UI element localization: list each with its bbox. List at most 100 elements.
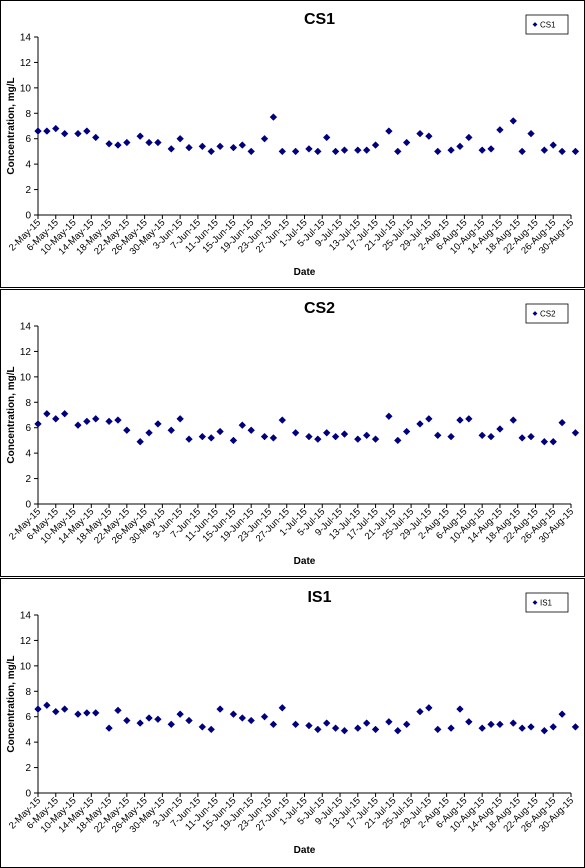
y-tick-label: 0	[25, 789, 31, 800]
y-tick-label: 12	[20, 347, 32, 358]
data-point	[402, 720, 411, 729]
legend-box	[525, 14, 569, 35]
data-point	[43, 701, 51, 710]
data-point	[52, 707, 60, 716]
y-tick-label: 14	[20, 322, 32, 333]
chart-cs1: CS1024681012142-May-156-May-1510-May-151…	[0, 0, 585, 288]
data-point	[558, 147, 566, 156]
data-point	[260, 134, 269, 143]
y-tick-label: 2	[25, 185, 31, 196]
data-point	[558, 710, 566, 718]
y-tick-label: 6	[25, 712, 31, 723]
data-point	[314, 147, 322, 156]
data-point	[198, 432, 207, 441]
data-point	[314, 435, 322, 443]
data-point	[185, 435, 193, 443]
data-point	[478, 431, 486, 440]
data-point	[331, 724, 340, 732]
data-point	[291, 720, 300, 729]
data-point	[260, 432, 269, 441]
data-point	[136, 437, 144, 446]
data-point	[83, 127, 91, 135]
data-point	[269, 113, 278, 121]
data-point	[456, 142, 464, 151]
data-point	[291, 429, 300, 437]
data-point	[549, 437, 557, 446]
data-point	[314, 725, 322, 734]
data-point	[123, 138, 131, 147]
data-point	[402, 138, 411, 147]
data-point	[185, 143, 193, 152]
data-point	[371, 435, 380, 443]
data-point	[433, 725, 442, 734]
legend-box	[525, 303, 569, 324]
data-point	[394, 436, 402, 445]
y-tick-label: 0	[25, 211, 31, 222]
data-point	[385, 412, 393, 421]
data-point	[74, 421, 82, 429]
data-point	[354, 724, 362, 732]
data-point	[238, 714, 247, 722]
data-point	[167, 426, 176, 435]
data-point	[322, 429, 331, 437]
data-point	[371, 141, 380, 149]
data-point	[331, 147, 340, 156]
data-point	[60, 409, 69, 418]
data-point	[416, 707, 424, 716]
y-tick-label: 8	[25, 109, 31, 120]
data-point	[43, 409, 51, 418]
data-point	[362, 719, 371, 727]
data-point	[114, 141, 122, 149]
data-point	[416, 129, 424, 138]
data-point	[305, 432, 313, 441]
chart-frame	[0, 0, 585, 288]
data-point	[52, 124, 60, 133]
data-point	[105, 724, 113, 732]
data-point	[527, 129, 535, 138]
chart-panel-cs2: CS2 0 2 4 6 8 10 12 14 2-May-15 6-May-15 10-May-15 1…	[0, 289, 585, 577]
data-point	[145, 714, 153, 722]
data-point	[362, 146, 371, 154]
y-tick-label: 14	[20, 33, 32, 44]
data-point	[216, 427, 224, 436]
data-point	[518, 724, 526, 732]
data-point	[509, 719, 518, 727]
y-tick-label: 8	[25, 398, 31, 409]
data-point	[571, 429, 580, 437]
data-point	[354, 146, 362, 154]
data-point	[269, 720, 278, 729]
data-point	[487, 720, 495, 729]
y-tick-label: 12	[20, 636, 32, 647]
data-point	[447, 432, 455, 441]
data-point	[558, 418, 566, 427]
chart-cs2: CS2024681012142-May-156-May-1510-May-151…	[0, 289, 585, 577]
data-point	[340, 726, 349, 735]
data-point	[322, 133, 331, 142]
data-point	[216, 142, 224, 151]
data-point	[247, 716, 255, 725]
data-point	[340, 430, 349, 438]
legend-label: IS1	[540, 599, 553, 608]
data-point	[238, 141, 247, 149]
data-point	[167, 145, 176, 153]
data-point	[394, 147, 402, 156]
chart-frame	[0, 578, 585, 868]
y-tick-label: 0	[25, 500, 31, 511]
data-point	[354, 435, 362, 443]
data-point	[167, 720, 176, 729]
data-point	[425, 415, 433, 423]
data-point	[60, 705, 69, 713]
chart-title: CS1	[304, 11, 335, 28]
y-tick-label: 10	[20, 661, 32, 672]
data-point	[229, 143, 238, 152]
y-tick-label: 6	[25, 423, 31, 434]
data-point	[105, 417, 113, 426]
y-tick-label: 4	[25, 160, 31, 171]
data-point	[176, 415, 184, 423]
y-tick-label: 2	[25, 474, 31, 485]
data-point	[83, 709, 91, 717]
chart-panel-is1: IS1 0 2 4 6 8 10 12 14 2-May-15 6-May-15 10-May-15 1…	[0, 578, 585, 868]
data-point	[114, 416, 122, 424]
data-point	[136, 132, 144, 140]
chart-panel-cs1: CS1 0 2 4 6 8 10 12 14 2-May-15 6-May-15 10-May-15 1…	[0, 0, 585, 288]
